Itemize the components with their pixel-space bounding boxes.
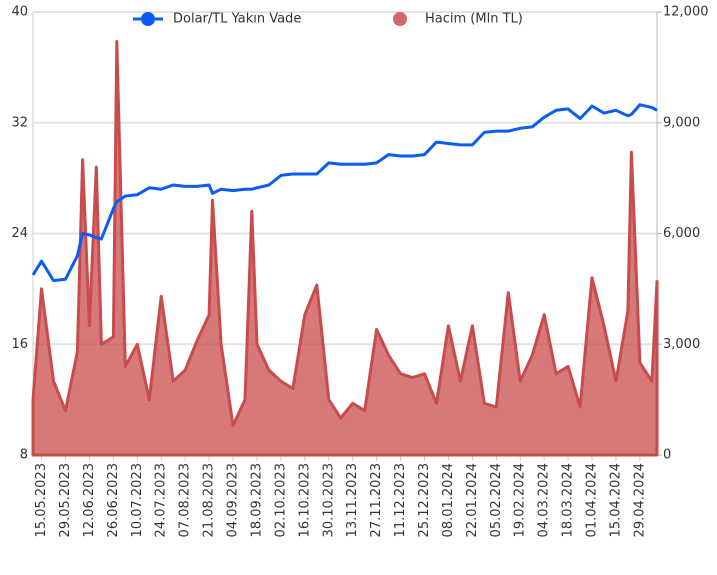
- y-tick-label: 16: [11, 337, 28, 352]
- x-tick-label: 19.02.2024: [513, 463, 528, 537]
- y2-tick-label: 3,000: [663, 337, 700, 352]
- volume-area: [31, 40, 659, 457]
- x-tick-label: 02.10.2023: [273, 463, 288, 537]
- y2-tick-label: 6,000: [663, 226, 700, 241]
- x-tick-label: 22.01.2024: [465, 463, 480, 537]
- x-tick-label: 04.09.2023: [226, 463, 241, 537]
- x-tick-label: 15.04.2024: [608, 463, 623, 537]
- x-tick-label: 11.12.2023: [393, 463, 408, 537]
- x-tick-label: 10.07.2023: [130, 463, 145, 537]
- x-tick-label: 01.04.2024: [585, 463, 600, 537]
- y-tick-label: 8: [20, 448, 28, 463]
- x-tick-label: 07.08.2023: [178, 463, 193, 537]
- x-tick-label: 18.03.2024: [561, 463, 576, 537]
- x-tick-label: 27.11.2023: [369, 463, 384, 537]
- y-tick-label: 24: [11, 226, 28, 241]
- y-tick-label: 32: [11, 115, 28, 130]
- y2-tick-label: 12,000: [663, 5, 709, 20]
- x-tick-label: 26.06.2023: [106, 463, 121, 537]
- y-tick-label: 40: [11, 5, 28, 20]
- y2-tick-label: 9,000: [663, 115, 700, 130]
- x-tick-label: 15.05.2023: [34, 463, 49, 537]
- x-tick-label: 12.06.2023: [82, 463, 97, 537]
- x-tick-label: 04.03.2024: [537, 463, 552, 537]
- x-tick-label: 08.01.2024: [441, 463, 456, 537]
- legend-marker: [393, 12, 407, 26]
- x-tick-label: 29.04.2024: [632, 463, 647, 537]
- x-tick-label: 29.05.2023: [58, 463, 73, 537]
- x-tick-label: 24.07.2023: [154, 463, 169, 537]
- x-tick-label: 21.08.2023: [202, 463, 217, 537]
- x-tick-label: 18.09.2023: [249, 463, 264, 537]
- price-line: [31, 103, 658, 283]
- legend-label[interactable]: Hacim (Mln TL): [425, 12, 523, 27]
- x-tick-label: 05.02.2024: [489, 463, 504, 537]
- y2-tick-label: 0: [663, 448, 671, 463]
- x-tick-label: 16.10.2023: [297, 463, 312, 537]
- x-tick-label: 13.11.2023: [345, 463, 360, 537]
- legend-marker: [141, 12, 155, 26]
- x-tick-label: 25.12.2023: [417, 463, 432, 537]
- legend-label[interactable]: Dolar/TL Yakın Vade: [173, 12, 301, 27]
- x-tick-label: 30.10.2023: [321, 463, 336, 537]
